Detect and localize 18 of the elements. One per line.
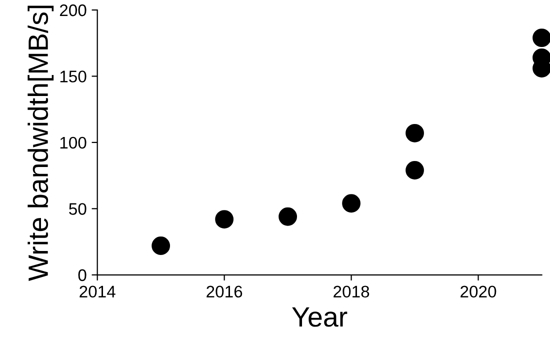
- x-tick-label: 2018: [334, 286, 370, 298]
- point: [152, 236, 170, 255]
- y-tick-label: 100: [60, 136, 86, 149]
- point: [278, 207, 298, 226]
- point: [406, 124, 424, 142]
- y-tick-label: 50: [69, 203, 86, 215]
- point: [406, 161, 424, 180]
- x-tick-label: 2020: [460, 286, 496, 298]
- y-tick-label: 0: [78, 269, 86, 282]
- y-tick-label: 200: [60, 4, 86, 16]
- y-tick-label: 150: [60, 70, 86, 82]
- point: [532, 28, 550, 48]
- x-axis-title: Year: [292, 307, 348, 327]
- point: [342, 194, 360, 213]
- y-axis-title: Write bandwidth[MB/s]: [28, 6, 54, 282]
- x-tick-label: 2014: [80, 286, 116, 298]
- x-tick-label: 2016: [206, 286, 242, 298]
- point: [215, 210, 234, 228]
